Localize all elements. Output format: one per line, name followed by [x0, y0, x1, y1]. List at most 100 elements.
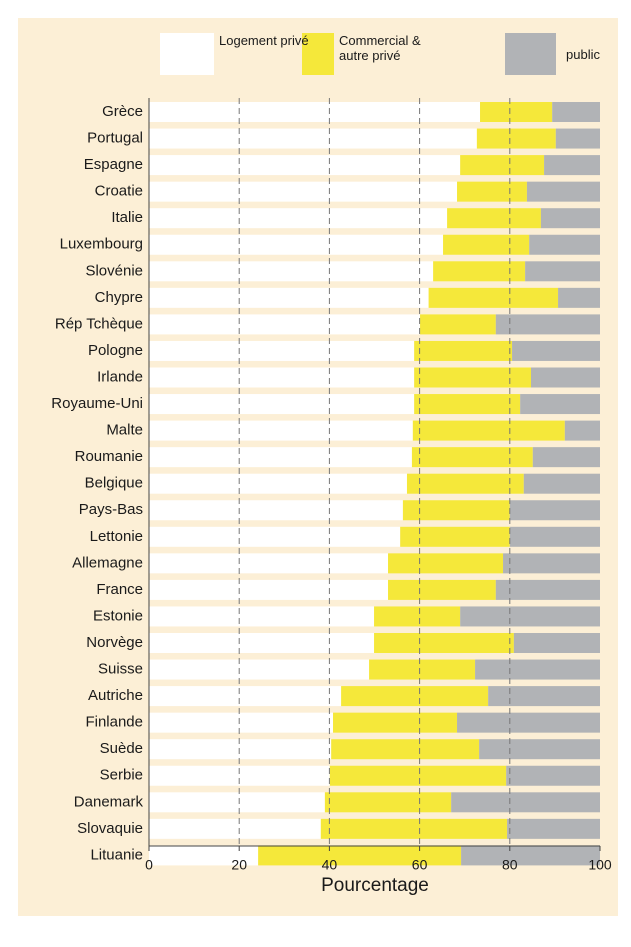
bar-segment — [149, 102, 481, 122]
y-tick-label: Norvège — [86, 634, 143, 651]
bar-segment — [412, 420, 565, 441]
bar-segment — [558, 287, 600, 308]
bar-segment — [149, 234, 444, 255]
bar-segment — [149, 447, 412, 468]
bar-segment — [149, 739, 332, 760]
bar-segment — [460, 606, 600, 627]
y-tick-label: Danemark — [74, 793, 144, 810]
y-tick-label: Rép Tchèque — [55, 315, 143, 332]
bar-segment — [555, 128, 600, 149]
y-tick-label: Royaume-Uni — [51, 395, 143, 412]
bar-segment — [149, 181, 458, 202]
bar-segment — [540, 208, 600, 229]
bar-segment — [526, 181, 600, 202]
bar-segment — [324, 792, 452, 813]
bar-segment — [523, 473, 600, 494]
bar-segment — [564, 420, 600, 441]
y-tick-label: Portugal — [87, 130, 143, 147]
y-tick-label: Lettonie — [90, 528, 143, 545]
legend-swatch — [160, 33, 214, 75]
y-tick-label: Pays-Bas — [79, 501, 143, 518]
bar-segment — [507, 818, 600, 839]
bar-segment — [149, 792, 325, 813]
y-tick-label: Pologne — [88, 342, 143, 359]
y-tick-label: Belgique — [85, 475, 143, 492]
bar-segment — [149, 553, 389, 574]
x-tick-label: 80 — [502, 857, 518, 873]
y-tick-label: Estonie — [93, 607, 143, 624]
bar-segment — [149, 208, 448, 229]
bar-segment — [509, 500, 600, 521]
bar-segment — [476, 128, 556, 149]
bar-segment — [149, 765, 330, 786]
bar-segment — [258, 845, 462, 866]
bar-segment — [525, 261, 600, 282]
legend-label: public — [566, 47, 600, 62]
bar-segment — [414, 367, 531, 388]
legend-swatch — [302, 33, 334, 75]
y-tick-label: Serbie — [100, 767, 143, 784]
bar-segment — [149, 526, 401, 547]
bar-segment — [341, 686, 489, 707]
bar-segment — [447, 208, 541, 229]
bar-segment — [149, 579, 389, 600]
bar-segment — [149, 394, 415, 415]
bar-segment — [457, 181, 527, 202]
bar-segment — [149, 261, 434, 282]
bar-segment — [414, 394, 521, 415]
legend-label: Commercial & autre privé — [339, 33, 421, 63]
bar-segment — [149, 686, 342, 707]
y-tick-label: Slovénie — [85, 262, 143, 279]
bar-segment — [420, 314, 496, 335]
bar-segment — [388, 553, 504, 574]
bar-segment — [369, 659, 476, 680]
x-tick-label: 40 — [322, 857, 338, 873]
y-tick-label: Allemagne — [72, 554, 143, 571]
bar-segment — [544, 155, 600, 176]
y-tick-label: Irlande — [97, 368, 143, 385]
bar-segment — [149, 128, 477, 149]
y-tick-label: Malte — [106, 422, 143, 439]
y-tick-label: Croatie — [95, 183, 143, 200]
bar-segment — [149, 314, 421, 335]
bar-segment — [451, 792, 600, 813]
bar-segment — [443, 234, 530, 255]
bar-segment — [460, 155, 545, 176]
bar-segment — [495, 579, 600, 600]
bar-segment — [461, 845, 600, 866]
y-tick-label: Lituanie — [90, 846, 143, 863]
bar-segment — [149, 500, 403, 521]
legend-label: Logement privé — [219, 33, 309, 48]
x-tick-label: 60 — [412, 857, 428, 873]
bar-segment — [388, 579, 496, 600]
bar-segment — [149, 633, 375, 653]
bar-segment — [400, 526, 510, 547]
bar-segment — [509, 526, 600, 547]
bar-segment — [149, 845, 259, 866]
legend-swatch — [505, 33, 556, 75]
y-tick-label: Italie — [111, 209, 143, 226]
bar-segment — [512, 340, 600, 361]
bar-segment — [320, 818, 508, 839]
y-tick-label: Slovaquie — [77, 820, 143, 837]
bar-segment — [406, 473, 524, 494]
bar-segment — [149, 473, 407, 494]
bar-segment — [374, 606, 461, 627]
x-tick-label: 20 — [231, 857, 247, 873]
bar-segment — [532, 447, 600, 468]
y-tick-label: France — [96, 581, 143, 598]
bar-segment — [149, 606, 375, 627]
bar-segment — [520, 394, 600, 415]
bar-segment — [503, 553, 600, 574]
bar-segment — [480, 102, 553, 122]
y-tick-label: Autriche — [88, 687, 143, 704]
y-tick-label: Finlande — [85, 714, 143, 731]
bar-segment — [506, 765, 600, 786]
y-tick-label: Roumanie — [75, 448, 143, 465]
bar-segment — [488, 686, 600, 707]
bar-segment — [530, 367, 600, 388]
bar-segment — [414, 340, 513, 361]
bar-segment — [333, 712, 458, 733]
